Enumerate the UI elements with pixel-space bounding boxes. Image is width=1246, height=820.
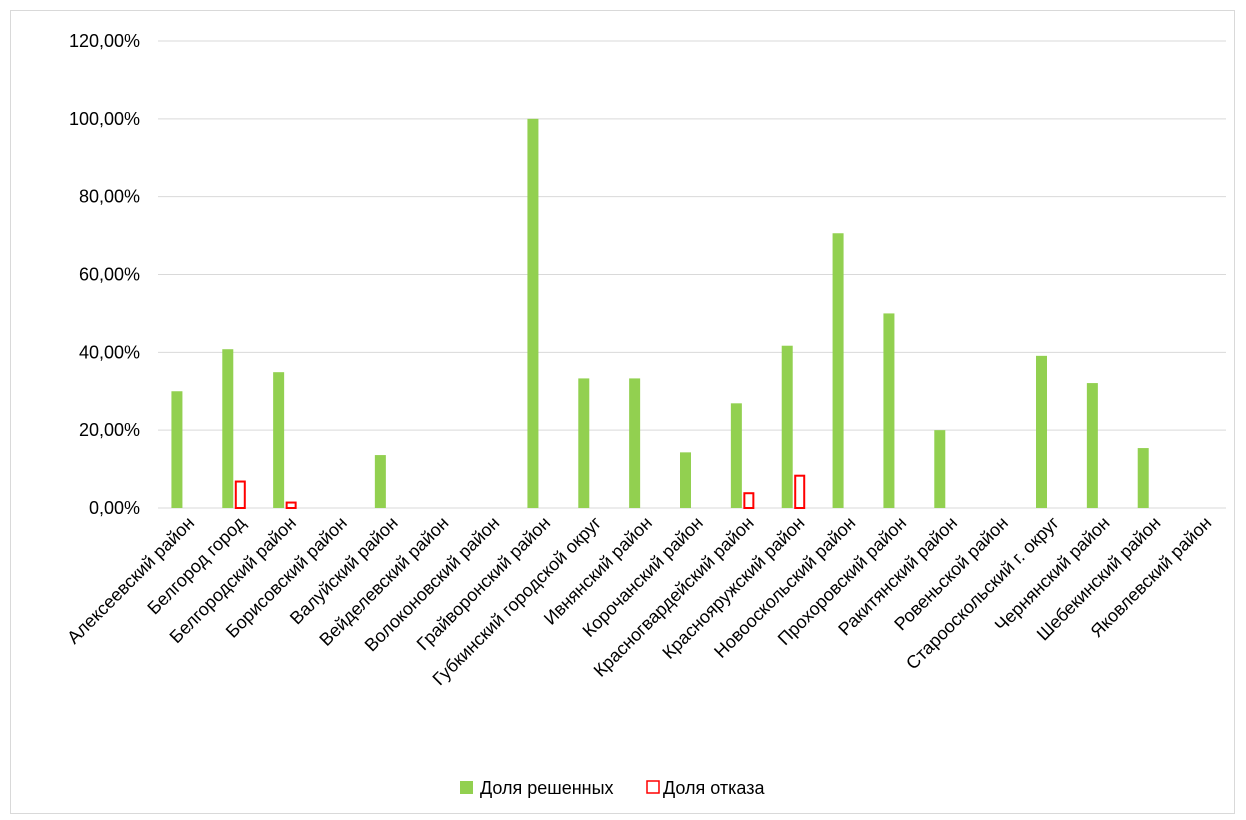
- bar-solved-грайворонский-район: [527, 118, 539, 508]
- y-tick-label: 120,00%: [69, 31, 140, 51]
- bar-solved-прохоровский-район: [883, 313, 895, 508]
- bar-refused-белгород-город: [234, 480, 246, 509]
- bar-solved-краснояружский-район: [781, 345, 793, 508]
- bar-solved-белгородский-район: [273, 372, 285, 508]
- y-axis-ticks: 0,00% 20,00% 40,00% 60,00% 80,00% 100,00% 120,…: [69, 31, 140, 518]
- y-tick-label: 40,00%: [79, 342, 140, 362]
- legend-label-refused: Доля отказа: [663, 778, 765, 798]
- legend-swatch-refused: [646, 780, 660, 794]
- bar-refused-краснояружский-район: [794, 474, 806, 509]
- bar-solved-ивнянский-район: [629, 378, 641, 508]
- gridlines: [158, 40, 1226, 509]
- y-tick-label: 80,00%: [79, 187, 140, 207]
- bar-solved-ракитянский-район: [934, 430, 946, 508]
- bar-solved-красногвардейский-район: [730, 403, 742, 508]
- bars: [171, 118, 1149, 510]
- y-tick-label: 20,00%: [79, 420, 140, 440]
- y-tick-label: 60,00%: [79, 265, 140, 285]
- bar-solved-чернянский-район: [1086, 383, 1098, 508]
- bar-refused-красногвардейский-район: [743, 492, 755, 510]
- y-tick-label: 100,00%: [69, 109, 140, 129]
- y-tick-label: 0,00%: [89, 498, 140, 518]
- bar-refused-белгородский-район: [285, 501, 297, 509]
- bar-solved-новооскольский-район: [832, 233, 844, 508]
- legend-swatch-solved: [460, 781, 473, 794]
- chart-frame: [10, 10, 1235, 814]
- bar-solved-шебекинский-район: [1137, 448, 1149, 508]
- legend: Доля решенных Доля отказа: [460, 778, 765, 798]
- bar-solved-валуйский-район: [374, 455, 386, 508]
- legend-label-solved: Доля решенных: [480, 778, 614, 798]
- bar-solved-губкинский-городской-округ: [578, 378, 590, 508]
- bar-solved-корочанский-район: [680, 452, 691, 508]
- bar-solved-алексеевский-район: [171, 391, 183, 508]
- bar-solved-старооскольский-г-округ: [1036, 355, 1047, 508]
- bar-solved-белгород-город: [222, 349, 234, 508]
